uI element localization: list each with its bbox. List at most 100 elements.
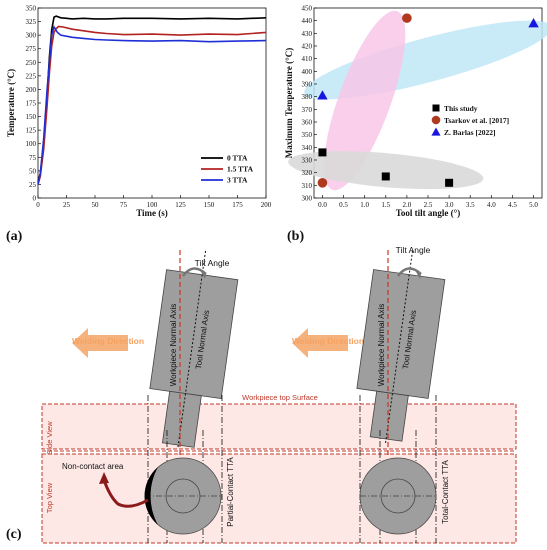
y-tick-label: 200 bbox=[26, 86, 37, 94]
welding-direction-label-right: Welding Direction bbox=[292, 336, 364, 346]
y-tick-label: 325 bbox=[26, 18, 37, 26]
x-tick-label: 2.5 bbox=[424, 201, 433, 209]
non-contact-pointer-head bbox=[99, 472, 109, 484]
tilt-angle-label-right: Tilt Angle bbox=[396, 245, 431, 255]
y-tick-label: 50 bbox=[29, 167, 37, 175]
tilt-angle-arc bbox=[396, 267, 422, 277]
x-tick-label: 4.0 bbox=[487, 201, 496, 209]
y-tick-label: 350 bbox=[302, 131, 313, 139]
tilt-angle-arrowhead bbox=[200, 270, 206, 279]
x-tick-label: 0.0 bbox=[318, 201, 327, 209]
y-tick-label: 440 bbox=[302, 17, 313, 25]
y-tick-label: 175 bbox=[26, 100, 37, 108]
tilt-angle-arc bbox=[181, 267, 207, 277]
legend-entry: 0 TTA bbox=[227, 154, 248, 163]
panel-b-ticks: 0.0 0.5 1.0 1.5 2.0 2.5 3.0 3.5 4.0 4.5 5.0 300 310 3… bbox=[302, 5, 539, 210]
partial-contact-label: Partial-Contact TTA bbox=[226, 457, 235, 527]
data-point-triangle bbox=[528, 18, 539, 28]
group-ellipse-this-study bbox=[288, 151, 484, 190]
y-tick-label: 0 bbox=[33, 195, 37, 203]
y-tick-label: 380 bbox=[302, 93, 313, 101]
x-tick-label: 100 bbox=[147, 201, 158, 209]
y-tick-label: 275 bbox=[26, 45, 37, 53]
workpiece-normal-axis-label-right: Workpiece Normal Axis bbox=[377, 304, 386, 387]
panel-b-chart: 0.0 0.5 1.0 1.5 2.0 2.5 3.0 3.5 4.0 4.5 5.0 300 310 3… bbox=[284, 5, 547, 244]
panel-c-label: (c) bbox=[6, 527, 22, 542]
workpiece-normal-axis-label-left: Workpiece Normal Axis bbox=[169, 304, 178, 387]
series-line-3-tta bbox=[37, 25, 267, 185]
tilt-angle-arrowhead bbox=[415, 270, 421, 279]
x-tick-label: 150 bbox=[204, 201, 215, 209]
top-view-band bbox=[41, 453, 517, 544]
y-tick-label: 360 bbox=[302, 119, 313, 127]
legend-marker bbox=[431, 115, 441, 125]
x-tick-label: 0 bbox=[36, 201, 40, 209]
side-view-label: Side View bbox=[45, 421, 54, 455]
tool-normal-axis-line bbox=[177, 250, 207, 448]
x-tick-label: 25 bbox=[63, 201, 71, 209]
panel-a-chart: 0 25 50 75 100 125 150 175 200 0 25 50 75 100 125 150 17… bbox=[6, 5, 272, 245]
panel-c-diagram: Workpiece top Surface Side View Top View… bbox=[6, 245, 517, 544]
y-tick-label: 250 bbox=[26, 59, 37, 67]
legend-entry: Z. Barlas [2022] bbox=[444, 128, 495, 137]
y-tick-label: 350 bbox=[26, 5, 37, 13]
panel-b-grouping-ellipses bbox=[288, 10, 547, 191]
data-point-circle bbox=[317, 178, 328, 188]
top-view-label: Top View bbox=[45, 482, 54, 513]
non-contact-area-region bbox=[144, 467, 158, 525]
welding-direction-arrow bbox=[72, 328, 128, 358]
panel-b-data-points bbox=[317, 13, 539, 188]
tool-partial-contact: Welding Direction Tilt Angle Workpiece N… bbox=[62, 250, 239, 543]
panel-a-series-lines bbox=[37, 15, 267, 185]
panel-b-ylabel: Maximum Temperature (°C) bbox=[284, 48, 294, 158]
panel-b-xlabel: Tool tilt angle (°) bbox=[396, 208, 461, 218]
total-contact-label: Total-Contact TTA bbox=[441, 459, 450, 523]
y-tick-label: 25 bbox=[29, 181, 37, 189]
x-tick-label: 4.5 bbox=[508, 201, 517, 209]
panel-a-xlabel: Time (s) bbox=[136, 208, 168, 218]
x-tick-label: 5.0 bbox=[529, 201, 538, 209]
series-line-1-5-tta bbox=[37, 25, 267, 185]
tool-normal-axis-line bbox=[384, 250, 414, 444]
tilt-angle-label-left: Tilt Angle bbox=[195, 258, 230, 268]
legend-entry: Tsarkov et al. [2017] bbox=[444, 116, 509, 125]
legend-entry: 3 TTA bbox=[227, 176, 248, 185]
legend-marker bbox=[432, 104, 440, 112]
panel-a-label: (a) bbox=[6, 229, 23, 244]
x-tick-label: 2.0 bbox=[403, 201, 412, 209]
legend-entry: 1.5 TTA bbox=[227, 165, 254, 174]
y-tick-label: 420 bbox=[302, 43, 313, 51]
y-tick-label: 150 bbox=[26, 113, 37, 121]
x-tick-label: 125 bbox=[175, 201, 186, 209]
data-point-circle bbox=[402, 13, 412, 23]
y-tick-label: 450 bbox=[302, 5, 313, 13]
y-tick-label: 340 bbox=[302, 144, 313, 152]
y-tick-label: 300 bbox=[26, 32, 37, 40]
y-tick-label: 310 bbox=[302, 182, 313, 190]
y-tick-label: 400 bbox=[302, 68, 313, 76]
welding-direction-label-left: Welding Direction bbox=[72, 336, 144, 346]
y-tick-label: 430 bbox=[302, 30, 313, 38]
data-point-square bbox=[445, 178, 454, 187]
data-point-square bbox=[381, 172, 390, 181]
tool-pin bbox=[369, 390, 409, 442]
legend-entry: This study bbox=[444, 104, 478, 113]
x-tick-label: 3.5 bbox=[466, 201, 475, 209]
y-tick-label: 410 bbox=[302, 55, 313, 63]
y-tick-label: 225 bbox=[26, 72, 37, 80]
x-tick-label: 0.5 bbox=[339, 201, 348, 209]
tool-total-contact: Welding Direction Tilt Angle Workpiece N… bbox=[292, 245, 450, 543]
x-tick-label: 3.0 bbox=[445, 201, 454, 209]
y-tick-label: 300 bbox=[302, 195, 313, 203]
panel-a-ticks: 0 25 50 75 100 125 150 175 200 0 25 50 75 100 125 150 17… bbox=[26, 5, 272, 210]
legend-marker bbox=[431, 127, 441, 136]
y-tick-label: 320 bbox=[302, 169, 313, 177]
y-tick-label: 75 bbox=[29, 154, 37, 162]
panel-a-ylabel: Temperature (°C) bbox=[6, 69, 16, 137]
group-ellipse-barlas bbox=[304, 20, 547, 100]
data-point-square bbox=[318, 148, 327, 157]
y-tick-label: 390 bbox=[302, 81, 313, 89]
side-view-band bbox=[41, 403, 517, 450]
non-contact-area-label: Non-contact area bbox=[62, 462, 124, 471]
